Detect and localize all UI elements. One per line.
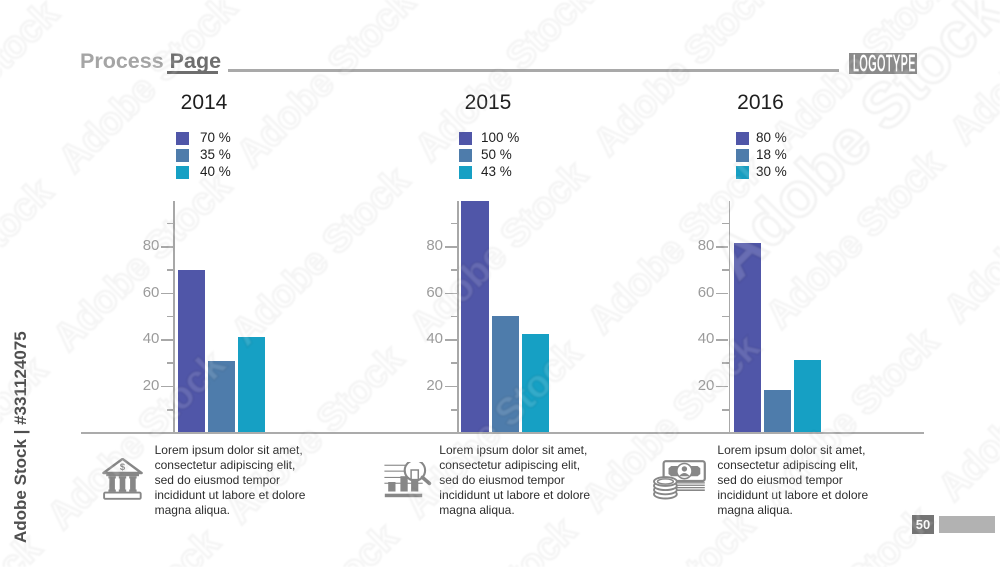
svg-text:$: $: [120, 462, 126, 473]
